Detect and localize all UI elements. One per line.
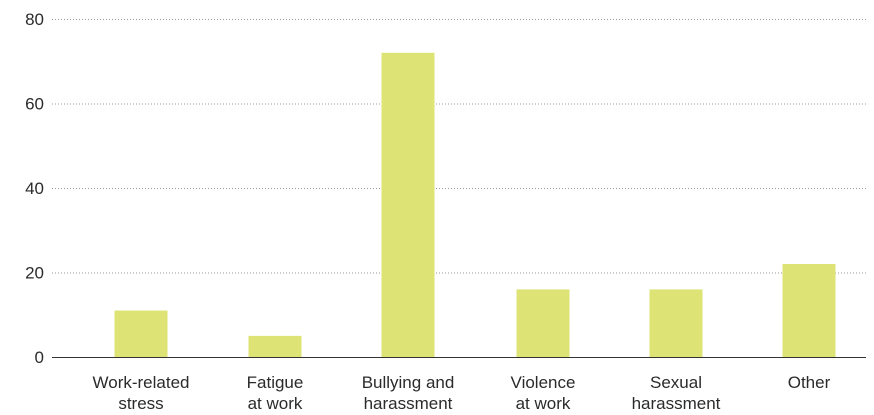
- x-category-label-line: at work: [516, 394, 571, 413]
- x-category-label-line: Other: [788, 373, 831, 392]
- bar-4: [649, 289, 703, 357]
- bar-1: [248, 335, 302, 357]
- x-category-label-line: Fatigue: [247, 373, 304, 392]
- x-category-label: Fatigue at work: [247, 373, 304, 413]
- x-category-label-line: Work-related: [93, 373, 190, 392]
- x-category-label: Work-related stress: [93, 373, 190, 413]
- x-category-label-line: at work: [248, 394, 303, 413]
- y-axis-ticks: 0 20 40 60 80: [25, 10, 44, 367]
- x-category-label: Bullying and harassment: [362, 373, 455, 413]
- y-tick-label: 0: [35, 348, 44, 367]
- x-axis-labels: Work-related stress Fatigue at work Bullying…: [93, 373, 831, 413]
- gridlines: [52, 19, 866, 274]
- x-category-label-line: Violence: [511, 373, 576, 392]
- y-tick-label: 60: [25, 95, 44, 114]
- x-category-label-line: Sexual: [650, 373, 702, 392]
- bar-3: [516, 289, 570, 357]
- y-tick-label: 40: [25, 179, 44, 198]
- x-category-label-line: harassment: [364, 394, 453, 413]
- bar-5: [782, 264, 836, 357]
- bar-0: [114, 310, 168, 357]
- x-category-label-line: stress: [118, 394, 163, 413]
- x-category-label: Violence at work: [511, 373, 576, 413]
- x-category-label: Sexual harassment: [632, 373, 721, 413]
- bar-2: [381, 52, 435, 358]
- bars: [114, 52, 836, 358]
- x-category-label: Other: [788, 373, 831, 392]
- x-category-label-line: Bullying and: [362, 373, 455, 392]
- x-category-label-line: harassment: [632, 394, 721, 413]
- y-tick-label: 20: [25, 264, 44, 283]
- y-tick-label: 80: [25, 10, 44, 29]
